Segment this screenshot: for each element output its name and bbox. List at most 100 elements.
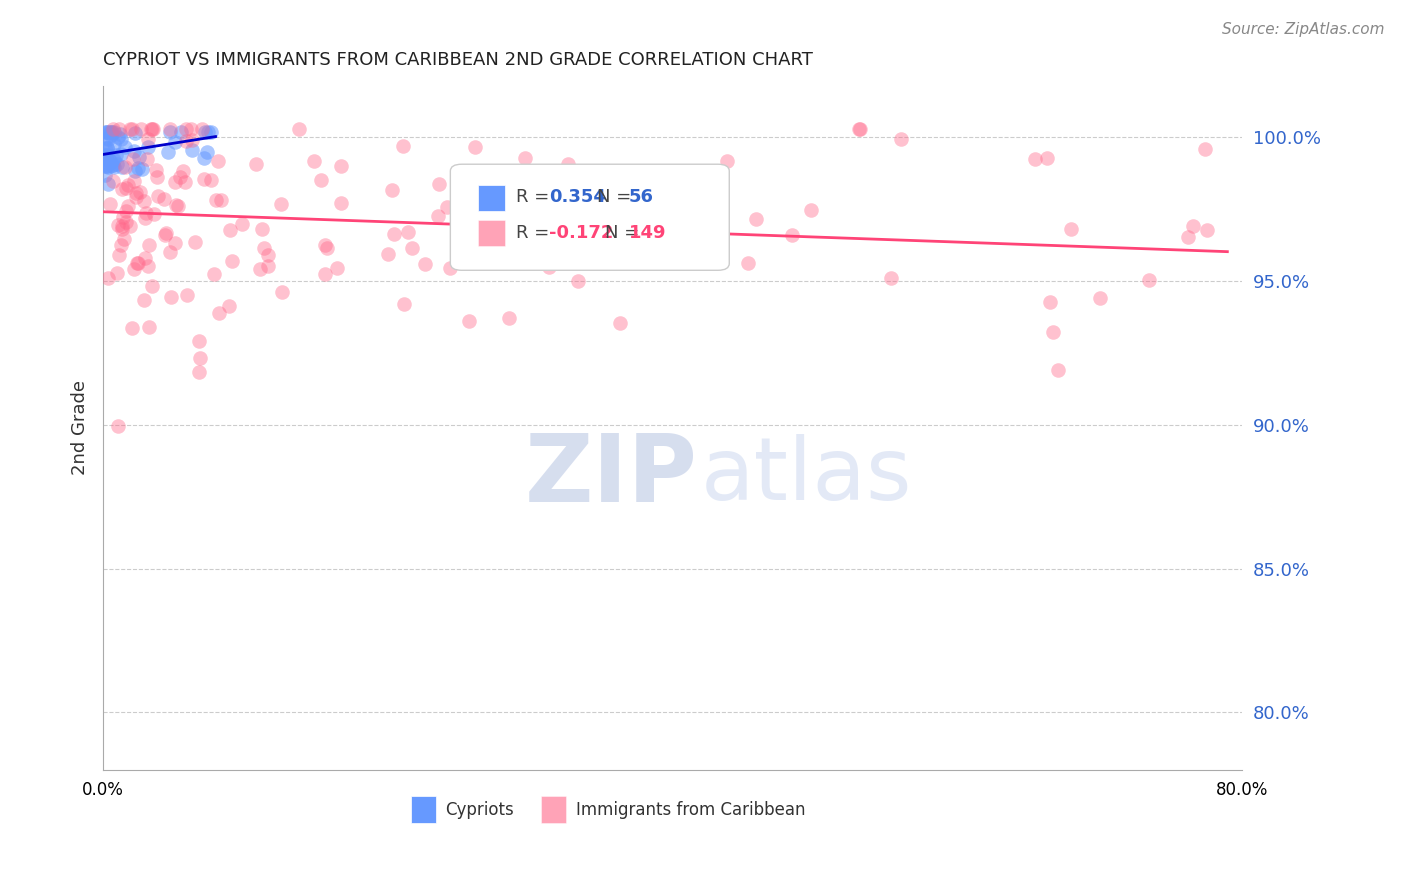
Point	[100, 128, 122, 142]
Point	[132, 293, 155, 307]
Point	[125, 190, 148, 204]
Point	[329, 159, 352, 173]
Point	[142, 207, 165, 221]
Point	[136, 139, 159, 153]
Point	[127, 161, 149, 176]
Point	[169, 169, 191, 184]
Point	[145, 163, 167, 178]
Point	[156, 145, 179, 160]
Point	[128, 186, 150, 200]
Point	[221, 253, 243, 268]
Point	[165, 235, 187, 250]
Text: 56: 56	[628, 188, 654, 206]
Point	[1024, 152, 1046, 166]
Point	[103, 124, 125, 138]
Point	[208, 306, 231, 320]
Point	[457, 314, 479, 328]
Point	[314, 238, 336, 252]
Point	[136, 260, 159, 274]
Point	[377, 247, 399, 261]
Point	[849, 121, 872, 136]
Point	[256, 248, 278, 262]
Point	[304, 153, 326, 168]
Point	[100, 158, 122, 172]
Point	[100, 124, 122, 138]
Point	[588, 196, 610, 211]
Point	[117, 178, 139, 192]
Point	[187, 334, 209, 348]
Point	[180, 121, 202, 136]
Point	[159, 121, 181, 136]
Point	[122, 262, 145, 277]
Point	[160, 290, 183, 304]
Point	[112, 211, 135, 225]
Point	[381, 183, 404, 197]
Point	[98, 197, 121, 211]
Point	[124, 126, 146, 140]
Point	[270, 196, 292, 211]
Point	[330, 195, 353, 210]
Point	[120, 219, 142, 234]
Point	[538, 260, 561, 275]
Point	[1137, 272, 1160, 286]
Point	[194, 124, 217, 138]
Point	[105, 266, 128, 280]
Point	[415, 257, 437, 271]
Point	[382, 227, 405, 242]
Text: N =: N =	[598, 188, 637, 206]
Point	[94, 130, 117, 145]
Point	[97, 177, 120, 191]
Point	[105, 147, 128, 161]
Point	[153, 192, 176, 206]
Point	[122, 152, 145, 166]
Point	[127, 256, 149, 270]
Point	[107, 219, 129, 233]
Point	[209, 193, 232, 207]
Point	[121, 321, 143, 335]
Point	[1194, 142, 1216, 156]
Point	[101, 125, 124, 139]
Point	[142, 121, 165, 136]
Point	[115, 181, 138, 195]
Text: R =: R =	[516, 224, 555, 242]
Point	[191, 121, 214, 136]
Point	[94, 124, 117, 138]
Bar	[411, 796, 436, 823]
Point	[111, 222, 134, 236]
Point	[132, 194, 155, 208]
Point	[118, 121, 141, 136]
Point	[498, 311, 520, 326]
Point	[108, 128, 131, 142]
Point	[110, 147, 132, 161]
Point	[128, 150, 150, 164]
Point	[193, 172, 215, 186]
Point	[107, 247, 129, 261]
Point	[135, 206, 157, 220]
Point	[1042, 325, 1064, 339]
Point	[174, 121, 197, 136]
Point	[314, 267, 336, 281]
Point	[96, 124, 118, 138]
Point	[249, 262, 271, 277]
Point	[1039, 295, 1062, 310]
Point	[117, 199, 139, 213]
Point	[848, 121, 870, 136]
Point	[96, 152, 118, 166]
Point	[197, 124, 219, 138]
Point	[159, 244, 181, 259]
Y-axis label: 2nd Grade: 2nd Grade	[72, 380, 89, 475]
Point	[96, 148, 118, 162]
Point	[180, 133, 202, 147]
Point	[195, 145, 218, 159]
Point	[134, 211, 156, 226]
Point	[97, 131, 120, 145]
Point	[245, 157, 267, 171]
Point	[716, 153, 738, 168]
Point	[103, 137, 125, 152]
Point	[181, 143, 204, 157]
Point	[325, 260, 347, 275]
Point	[288, 121, 311, 136]
Point	[737, 256, 759, 270]
Point	[110, 219, 132, 233]
Point	[112, 232, 135, 246]
